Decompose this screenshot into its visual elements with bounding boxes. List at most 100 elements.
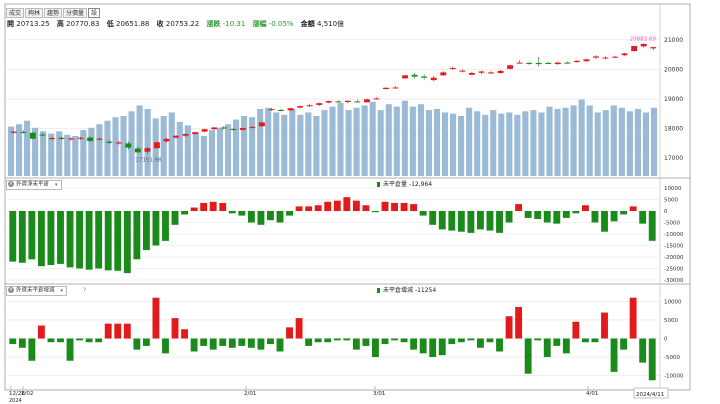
oi-change-bar	[200, 338, 208, 346]
y-tick-label: -5000	[664, 355, 680, 361]
candle	[68, 138, 74, 140]
candle	[392, 87, 399, 89]
low-annotation: 17151.98	[135, 158, 162, 164]
amount-value: 4,510億	[317, 20, 345, 28]
volume-bar	[257, 108, 264, 176]
volume-bar	[610, 105, 617, 176]
tab-settings[interactable]: 設	[88, 8, 101, 18]
volume-bar	[72, 136, 79, 176]
tab-trades[interactable]: 成交	[6, 8, 25, 18]
volume-bar	[401, 100, 408, 176]
candle	[344, 100, 351, 102]
y-tick-label: 10000	[664, 186, 682, 192]
oi-change-bar	[47, 338, 55, 343]
oi-change-bar	[438, 338, 446, 356]
help-icon[interactable]: ?	[83, 287, 87, 294]
panel3-indicator-select[interactable]: × 外資未平倉增減 ▾	[6, 286, 68, 296]
open-interest-bar	[496, 211, 503, 233]
candle	[58, 137, 65, 139]
oi-change-bar	[95, 338, 103, 343]
y-tick-label: -20000	[664, 255, 684, 261]
tab-lin[interactable]: 夠林	[25, 8, 44, 18]
volume-bar	[48, 133, 55, 176]
volume-bar	[321, 110, 328, 176]
open-interest-bar	[238, 211, 246, 216]
legend-swatch	[377, 182, 380, 187]
y-tick-label: -10000	[664, 232, 684, 238]
open-interest-bar	[257, 211, 265, 225]
open-interest-bar	[601, 211, 608, 232]
volume-bar	[377, 110, 384, 176]
open-interest-bar	[534, 211, 542, 220]
panel3-legend: 未平倉增減 -11254	[377, 285, 436, 294]
open-interest-bar	[486, 211, 494, 231]
volume-bar	[522, 111, 529, 176]
open-interest-bar	[37, 211, 45, 267]
volume-bar	[64, 134, 71, 176]
open-interest-bar	[429, 211, 437, 225]
oi-change-bar	[610, 338, 618, 372]
volume-bar	[136, 105, 143, 176]
volume-bar	[530, 110, 537, 176]
open-interest-bar	[286, 211, 293, 216]
open-interest-bar	[639, 211, 647, 224]
candle	[10, 131, 17, 133]
volume-bar	[56, 131, 63, 176]
panel2-indicator-select[interactable]: × 外資淨未平倉 ▾	[6, 180, 62, 190]
chevron-down-icon[interactable]: ▾	[60, 287, 64, 294]
open-interest-bar	[419, 211, 427, 216]
oi-change-bar	[85, 338, 93, 343]
open-interest-bar	[553, 211, 561, 224]
oi-change-bar	[267, 338, 274, 345]
oi-change-bar	[9, 338, 17, 345]
volume-bar	[506, 112, 513, 176]
volume-bar	[417, 104, 424, 176]
candle	[507, 65, 514, 69]
volume-bar	[498, 113, 505, 176]
tab-price-volume[interactable]: 分價量	[63, 8, 88, 18]
y-tick-label: 0	[664, 209, 668, 215]
open-value: 20713.25	[16, 20, 50, 28]
tab-trend[interactable]: 趨勢	[44, 8, 63, 18]
volume-bar	[216, 127, 224, 176]
close-icon[interactable]: ×	[8, 287, 14, 293]
open-interest-bar	[543, 211, 551, 223]
volume-bar	[192, 132, 199, 176]
open-interest-bar	[457, 211, 465, 232]
volume-bar	[160, 116, 167, 176]
open-interest-bar	[85, 211, 93, 270]
oi-change-bar	[276, 338, 284, 352]
oi-change-bar	[429, 338, 437, 358]
candle	[363, 99, 370, 103]
panel2-legend: 未平倉量 -12,964	[377, 179, 432, 188]
volume-bar	[578, 99, 585, 176]
oi-change-bar	[591, 338, 599, 343]
pct-value: -0.05%	[268, 20, 294, 28]
candle	[144, 148, 151, 152]
oi-change-bar	[457, 338, 465, 343]
volume-bar	[337, 103, 344, 176]
close-icon[interactable]: ×	[8, 181, 14, 187]
open-interest-bar	[515, 204, 523, 211]
candle	[106, 141, 113, 143]
open-interest-bar	[562, 211, 570, 218]
volume-bar	[144, 108, 151, 176]
volume-bar	[490, 110, 497, 176]
oi-change-bar	[181, 329, 189, 339]
open-interest-bar	[305, 206, 313, 211]
candle	[239, 128, 246, 130]
oi-change-bar	[162, 338, 169, 354]
volume-bar	[265, 107, 272, 176]
oi-change-bar	[372, 338, 379, 358]
x-tick-label: 12/28	[9, 391, 25, 397]
candle	[573, 60, 580, 63]
open-interest-bar	[410, 204, 418, 211]
candle	[526, 62, 533, 64]
candle	[545, 62, 552, 64]
chevron-down-icon[interactable]: ▾	[55, 181, 58, 188]
x-tick-label: 4/01	[586, 391, 598, 397]
oi-change-bar	[620, 338, 628, 350]
open-interest-bar	[66, 211, 74, 268]
oi-change-bar	[190, 338, 198, 352]
oi-change-bar	[104, 323, 112, 339]
